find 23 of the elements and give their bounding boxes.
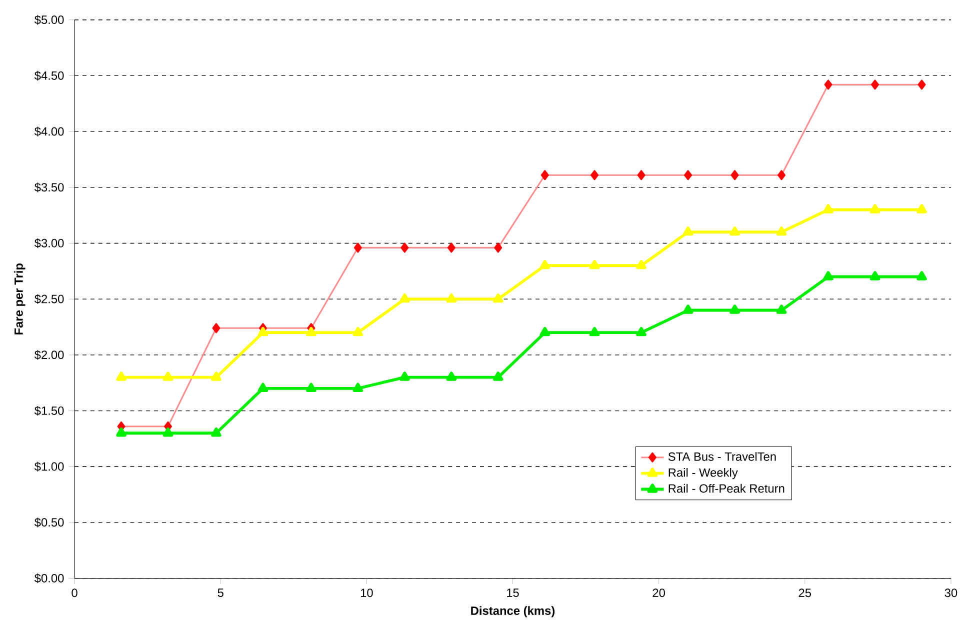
y-tick-label: $0.00 — [34, 574, 64, 584]
x-tick-label: 20 — [652, 588, 665, 598]
x-axis-title: Distance (kms) — [471, 606, 555, 618]
y-tick-label: $2.00 — [34, 350, 64, 360]
y-axis-title: Fare per Trip — [14, 263, 26, 334]
x-tick-label: 0 — [72, 588, 78, 598]
legend-label: STA Bus - TravelTen — [668, 452, 776, 461]
y-tick-label: $2.50 — [34, 294, 64, 304]
x-tick-label: 10 — [360, 588, 373, 598]
x-tick-label: 30 — [944, 588, 958, 598]
x-tick-label: 15 — [507, 588, 519, 597]
y-tick-label: $3.00 — [34, 238, 64, 248]
y-tick-label: $3.50 — [34, 182, 64, 192]
x-tick-label: 25 — [798, 588, 812, 598]
y-tick-label: $1.00 — [34, 462, 64, 472]
legend-label: Rail - Off-Peak Return — [668, 484, 784, 493]
legend-label: Rail - Weekly — [668, 468, 738, 480]
y-tick-label: $0.50 — [34, 518, 64, 528]
y-tick-label: $1.50 — [34, 406, 64, 416]
y-tick-label: $4.00 — [34, 126, 64, 136]
x-tick-label: 5 — [218, 588, 224, 597]
y-tick-label: $4.50 — [34, 70, 64, 81]
y-tick-label: $5.00 — [34, 15, 64, 25]
